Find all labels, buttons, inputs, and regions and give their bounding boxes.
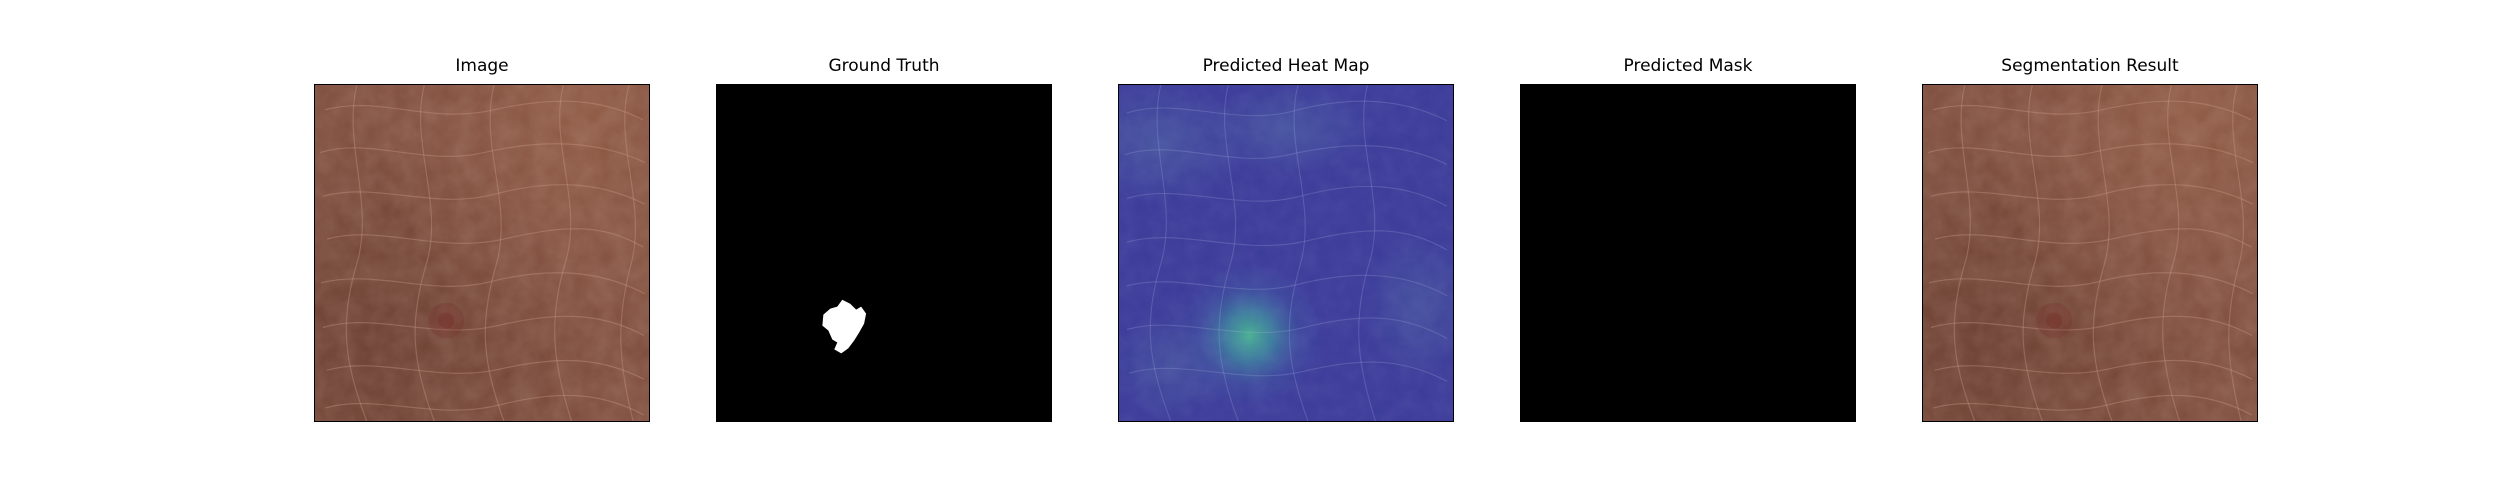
ground-truth-shape: [822, 299, 867, 354]
panel-ground-truth: Ground Truth: [716, 56, 1052, 422]
heatmap-view: [1118, 84, 1454, 422]
panel-title-segmentation-result: Segmentation Result: [2001, 56, 2179, 76]
panel-image: Image: [314, 56, 650, 422]
ground-truth-mask: [716, 84, 1052, 422]
heatmap-layer: [1119, 85, 1453, 421]
panel-title-image: Image: [455, 56, 509, 76]
predicted-mask-view: [1520, 84, 1856, 422]
leather-image: [314, 84, 650, 422]
panel-title-heatmap: Predicted Heat Map: [1202, 56, 1370, 76]
segmentation-leather-texture: [1923, 85, 2257, 421]
panel-segmentation-result: Segmentation Result: [1922, 56, 2258, 422]
panel-heatmap: Predicted Heat Map: [1118, 56, 1454, 422]
segmentation-result-image: [1922, 84, 2258, 422]
leather-texture: [315, 85, 649, 421]
panel-predicted-mask: Predicted Mask: [1520, 56, 1856, 422]
panel-title-predicted-mask: Predicted Mask: [1623, 56, 1753, 76]
panel-title-ground-truth: Ground Truth: [828, 56, 940, 76]
